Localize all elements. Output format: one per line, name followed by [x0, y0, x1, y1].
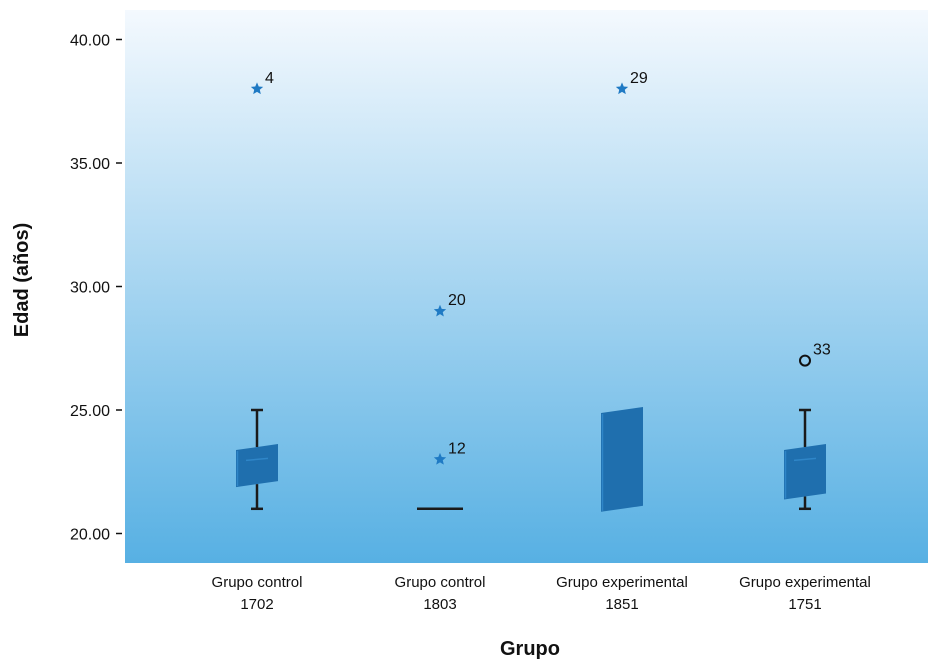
y-tick-label: 35.00	[70, 156, 110, 173]
x-category-label: Grupo experimental	[556, 574, 688, 591]
box-group: 29	[601, 70, 648, 512]
box	[601, 407, 643, 512]
box	[784, 444, 826, 500]
outlier-label: 20	[448, 292, 466, 309]
y-tick-label: 20.00	[70, 527, 110, 544]
median-line	[245, 457, 269, 462]
box-group: 33	[784, 342, 831, 511]
outlier-star-marker	[433, 304, 447, 317]
x-axis-title: Grupo	[500, 638, 560, 659]
outlier-label: 4	[265, 70, 274, 87]
x-axis: Grupo control 1702 Grupo control 1803 Grupo …	[212, 574, 871, 613]
outlier-star-marker	[615, 82, 629, 95]
x-category-sublabel: 1851	[605, 596, 638, 613]
box-group: 4	[236, 70, 278, 511]
y-axis-title: Edad (años)	[11, 223, 33, 337]
x-category-sublabel: 1803	[423, 596, 456, 613]
x-category-label: Grupo control	[395, 574, 486, 591]
y-tick-label: 40.00	[70, 33, 110, 50]
x-category-label: Grupo experimental	[739, 574, 871, 591]
outlier-label: 29	[630, 70, 648, 87]
x-category-sublabel: 1702	[240, 596, 273, 613]
y-tick-label: 25.00	[70, 403, 110, 420]
box	[236, 444, 278, 488]
x-category-sublabel: 1751	[788, 596, 821, 613]
outlier-label: 33	[813, 342, 831, 359]
outlier-star-marker	[250, 82, 264, 95]
outlier-circle-marker	[799, 354, 811, 367]
x-category-label: Grupo control	[212, 574, 303, 591]
median-line	[793, 457, 817, 462]
outlier-star-marker	[433, 452, 447, 465]
y-axis: 20.00 25.00 30.00 35.00 40.00	[70, 33, 122, 544]
outlier-label: 12	[448, 440, 466, 457]
y-tick-label: 30.00	[70, 280, 110, 297]
